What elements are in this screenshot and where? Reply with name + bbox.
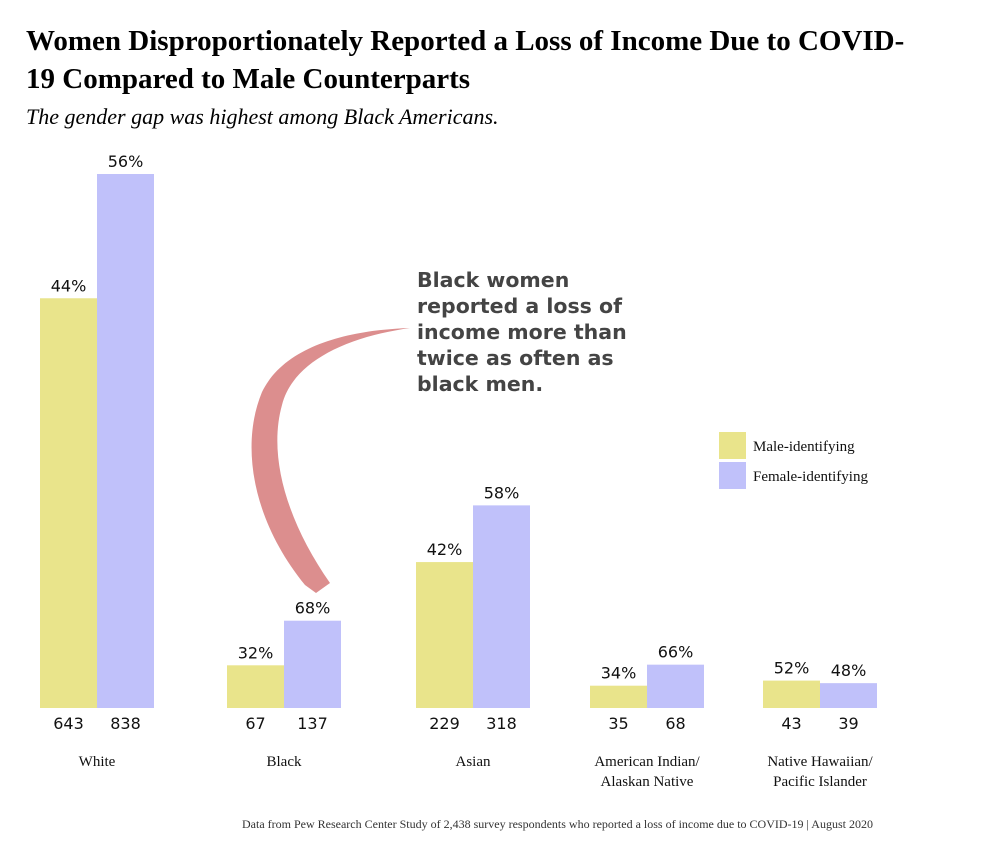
category-label-native-hawaiian-pacific-islander-line-1: Native Hawaiian/: [767, 754, 873, 770]
count-label-asian-female: 318: [486, 714, 517, 733]
bars-group: [40, 174, 877, 708]
category-labels: White Black Asian American Indian/Alaskan N…: [79, 754, 874, 790]
bar-white-male: [40, 298, 97, 708]
bar-native-hawaiian-pacific-islander-female: [820, 683, 877, 708]
count-label-asian-male: 229: [429, 714, 460, 733]
category-label-native-hawaiian-pacific-islander-line-2: Pacific Islander: [773, 774, 867, 790]
percent-label-american-indian-alaskan-native-male: 34%: [601, 664, 637, 683]
count-label-american-indian-alaskan-native-female: 68: [665, 714, 685, 733]
percent-labels: 44% 56% 32% 68% 42% 58% 34% 66% 52% 48%: [51, 152, 867, 683]
bar-black-male: [227, 665, 284, 708]
percent-label-asian-male: 42%: [427, 540, 463, 559]
count-label-white-male: 643: [53, 714, 84, 733]
bar-native-hawaiian-pacific-islander-male: [763, 680, 820, 708]
percent-label-native-hawaiian-pacific-islander-female: 48%: [831, 661, 867, 680]
annotation-arrow: [251, 328, 410, 593]
annotation-line-3: income more than: [417, 320, 627, 344]
legend-swatch-female: [719, 462, 746, 489]
percent-label-black-male: 32%: [238, 643, 274, 662]
legend-label-male: Male-identifying: [753, 439, 855, 455]
legend: Male-identifying Female-identifying: [719, 432, 868, 489]
chart-title: Women Disproportionately Reported a Loss…: [26, 25, 905, 95]
category-label-asian: Asian: [456, 754, 491, 770]
percent-label-native-hawaiian-pacific-islander-male: 52%: [774, 659, 810, 678]
percent-label-asian-female: 58%: [484, 483, 520, 502]
annotation-line-1: Black women: [417, 268, 569, 292]
annotation-line-2: reported a loss of: [417, 294, 623, 318]
percent-label-american-indian-alaskan-native-female: 66%: [658, 643, 694, 662]
category-label-black: Black: [267, 754, 302, 770]
bar-asian-female: [473, 505, 530, 708]
category-label-american-indian-alaskan-native-line-2: Alaskan Native: [601, 774, 694, 790]
count-label-native-hawaiian-pacific-islander-male: 43: [781, 714, 801, 733]
count-label-white-female: 838: [110, 714, 141, 733]
percent-label-white-female: 56%: [108, 152, 144, 171]
count-label-native-hawaiian-pacific-islander-female: 39: [838, 714, 858, 733]
bar-black-female: [284, 620, 341, 708]
bar-american-indian-alaskan-native-female: [647, 664, 704, 708]
count-label-american-indian-alaskan-native-male: 35: [608, 714, 628, 733]
source-note: Data from Pew Research Center Study of 2…: [242, 817, 873, 831]
bar-white-female: [97, 174, 154, 708]
count-label-black-female: 137: [297, 714, 328, 733]
count-labels: 643 838 67 137 229 318 35 68 43 39: [53, 714, 858, 733]
category-label-american-indian-alaskan-native-line-1: American Indian/: [594, 754, 700, 770]
bar-american-indian-alaskan-native-male: [590, 685, 647, 708]
count-label-black-male: 67: [245, 714, 265, 733]
category-label-white: White: [79, 754, 116, 770]
annotation-line-4: twice as often as: [417, 346, 614, 370]
percent-label-black-female: 68%: [295, 599, 331, 618]
percent-label-white-male: 44%: [51, 276, 87, 295]
bar-asian-male: [416, 562, 473, 708]
legend-label-female: Female-identifying: [753, 469, 868, 485]
legend-swatch-male: [719, 432, 746, 459]
annotation-line-5: black men.: [417, 372, 543, 396]
chart-subtitle: The gender gap was highest among Black A…: [26, 104, 499, 129]
